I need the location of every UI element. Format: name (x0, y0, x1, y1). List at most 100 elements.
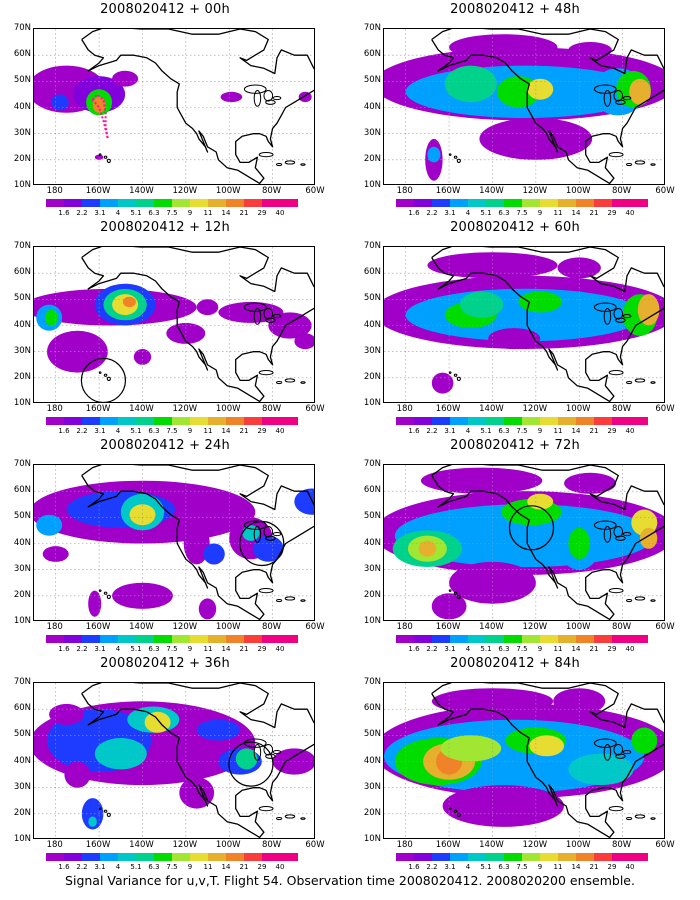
colorbar-label: 1.6 (408, 863, 420, 871)
y-tick-label: 20N (13, 807, 31, 818)
map-frame (33, 682, 315, 839)
coastline-feature (615, 753, 626, 759)
colorbar-swatch (280, 417, 298, 425)
colorbar-swatch (594, 417, 612, 425)
coastline-feature (456, 594, 461, 599)
variance-map (384, 29, 664, 184)
colorbar-label: 11 (553, 863, 563, 871)
colorbar-label: 14 (221, 209, 231, 217)
variance-contour (49, 703, 84, 725)
variance-contour (568, 527, 590, 560)
coastline-feature (106, 158, 111, 163)
colorbar-swatch (468, 199, 486, 207)
colorbar-swatch (136, 199, 154, 207)
coastline-feature (603, 89, 612, 107)
y-tick-label: 70N (13, 677, 31, 687)
coastline-feature (98, 153, 102, 156)
colorbar-swatch (244, 199, 262, 207)
variance-contour (427, 252, 558, 279)
colorbar-label: 14 (571, 427, 581, 435)
colorbar-label: 3.1 (444, 427, 456, 435)
colorbar-label: 29 (257, 427, 267, 435)
colorbar-swatch (208, 199, 226, 207)
y-tick-label: 50N (363, 293, 381, 304)
colorbar-label: 29 (607, 427, 617, 435)
variance-contour (196, 299, 219, 316)
colorbar-label: 29 (257, 209, 267, 217)
variance-contour (431, 372, 454, 394)
colorbar-label: 5.1 (130, 645, 142, 653)
x-tick-label: 100W (565, 186, 591, 196)
colorbar-swatch (64, 635, 82, 643)
colorbar-swatch (414, 635, 432, 643)
variance-contours (34, 283, 314, 373)
colorbar-swatch (244, 635, 262, 643)
coastline-feature (253, 525, 262, 543)
colorbar-swatch (64, 199, 82, 207)
colorbar-swatch (558, 199, 576, 207)
colorbar-label: 3.1 (94, 863, 106, 871)
coastline-feature (456, 158, 461, 163)
colorbar-swatch (558, 417, 576, 425)
colorbar-swatch (450, 635, 468, 643)
colorbar-label: 5.1 (480, 427, 492, 435)
colorbar-label: 11 (203, 645, 213, 653)
coastline-feature (608, 370, 624, 376)
x-tick-label: 140W (479, 404, 504, 414)
colorbar-swatch (450, 199, 468, 207)
colorbar-label: 3.1 (444, 209, 456, 217)
map-frame (383, 682, 665, 839)
variance-map (384, 465, 664, 620)
coastline-feature (103, 155, 108, 159)
coastline-feature (453, 809, 458, 813)
map-panel-p72: 2008020412 + 72h 70N 60N 50N 40N 30N 20N 10N 180… (350, 436, 680, 653)
y-tick-label: 20N (363, 807, 381, 818)
coastline-feature (608, 152, 624, 158)
y-tick-label: 50N (363, 729, 381, 740)
y-tick-label: 10N (363, 834, 381, 844)
y-tick-label: 10N (363, 398, 381, 408)
x-tick-label: 180 (46, 622, 63, 632)
variance-contour (122, 296, 136, 308)
variance-map (34, 683, 314, 838)
x-tick-label: 180 (396, 404, 413, 414)
colorbar (396, 853, 648, 861)
variance-contour (639, 527, 658, 549)
coastline-feature (265, 99, 276, 105)
y-tick-label: 60N (13, 267, 31, 278)
x-tick-label: 120W (522, 404, 548, 414)
variance-contour (88, 590, 102, 617)
colorbar-swatch (154, 635, 172, 643)
x-tick-label: 120W (172, 186, 198, 196)
variance-contour (203, 543, 225, 565)
colorbar-swatch (118, 853, 136, 861)
colorbar-label: 2.2 (76, 645, 88, 653)
colorbar-label: 4 (115, 427, 121, 435)
x-tick-label: 100W (565, 840, 591, 850)
y-tick-label: 10N (13, 834, 31, 844)
colorbar-swatch (190, 417, 208, 425)
colorbar-label: 11 (203, 863, 213, 871)
coastline-feature (634, 596, 646, 601)
y-tick-label: 40N (13, 319, 31, 330)
coastline-feature (300, 163, 306, 166)
x-tick-label: 80W (261, 622, 282, 632)
colorbar-swatch (46, 417, 64, 425)
coastline-feature (448, 589, 452, 592)
x-tick-label: 120W (172, 622, 198, 632)
variance-contour (449, 34, 558, 61)
colorbar-label: 9 (187, 427, 193, 435)
colorbar (46, 417, 298, 425)
colorbar-swatch (226, 417, 244, 425)
colorbar-swatch (262, 199, 280, 207)
colorbar-label: 4 (115, 863, 121, 871)
colorbar-label: 4 (115, 209, 121, 217)
colorbar-swatch (154, 199, 172, 207)
colorbar-swatch (414, 853, 432, 861)
colorbar-swatch (576, 853, 594, 861)
colorbar-label: 7.5 (166, 863, 178, 871)
colorbar-swatch (154, 417, 172, 425)
colorbar-swatch (522, 635, 540, 643)
colorbar-swatch (576, 417, 594, 425)
colorbar-swatch (486, 417, 504, 425)
